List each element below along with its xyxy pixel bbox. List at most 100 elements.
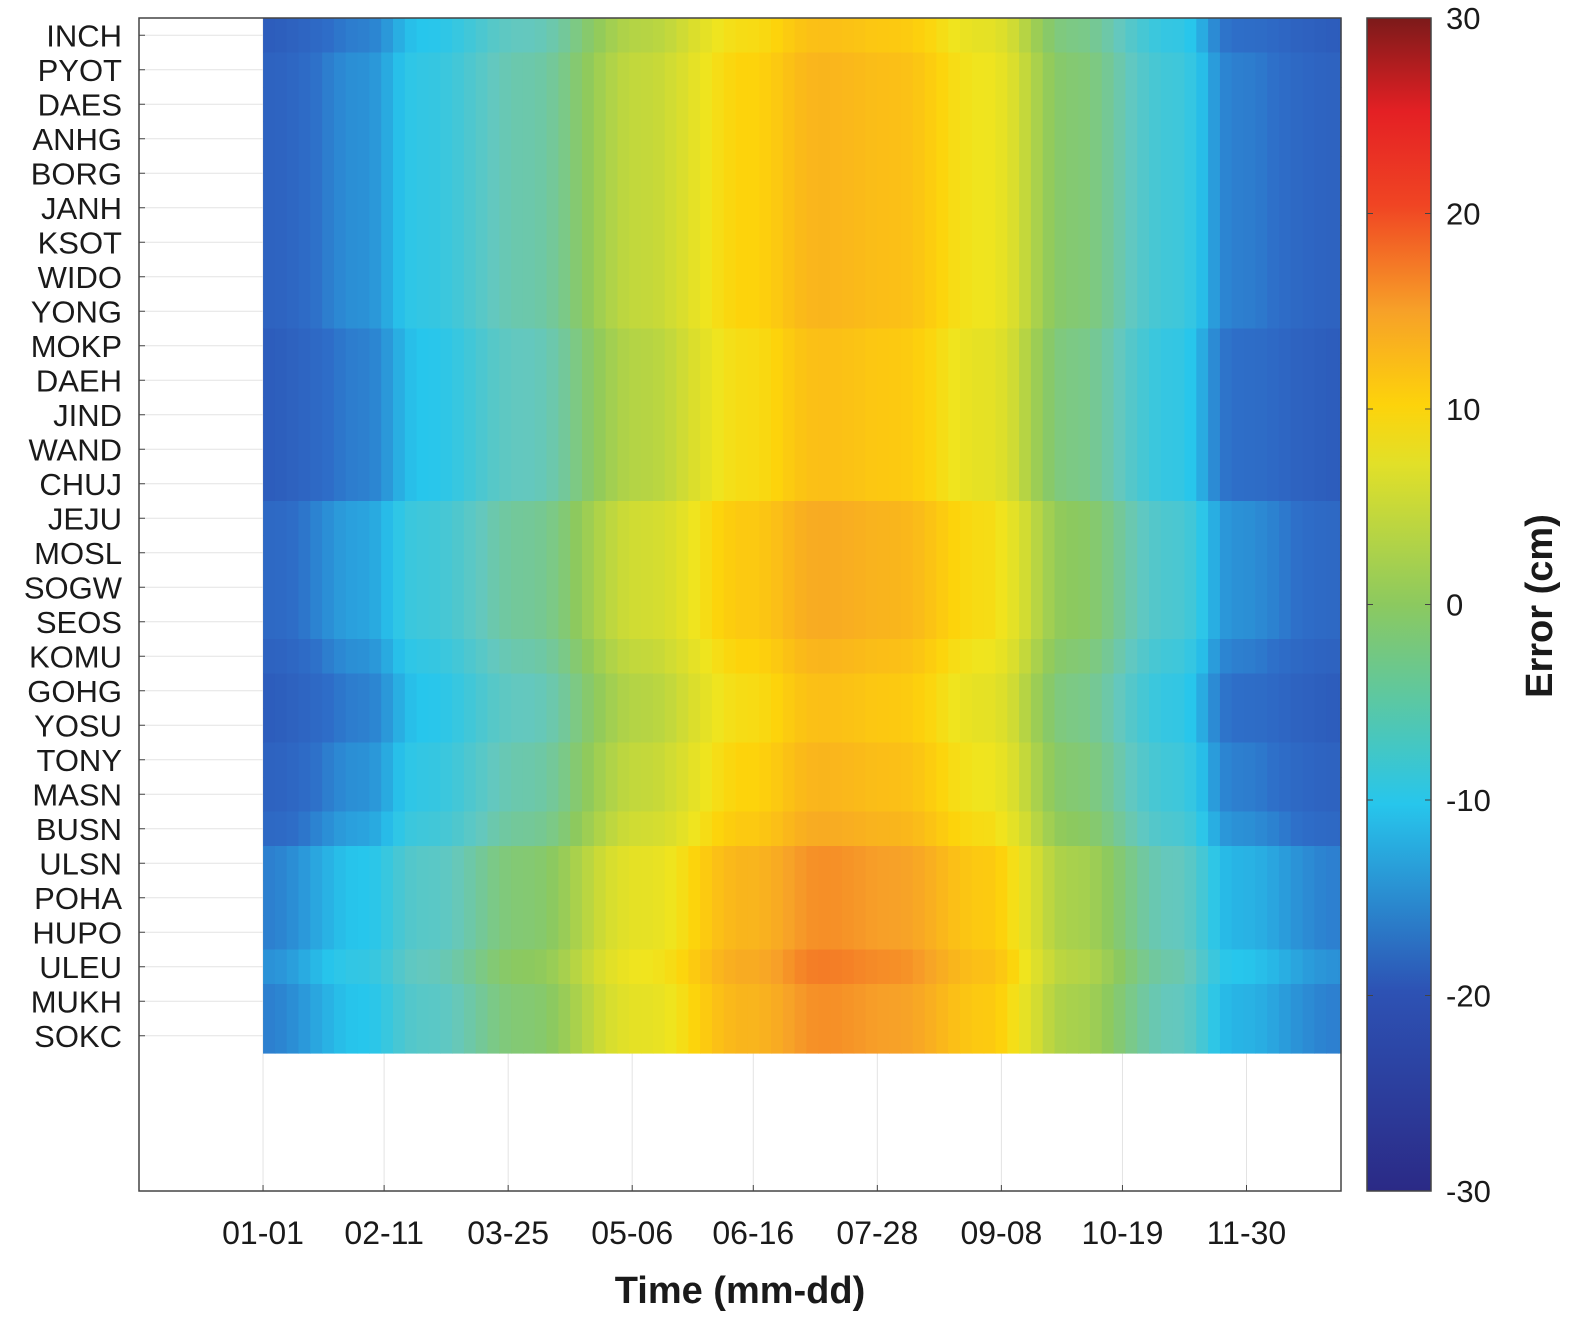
heatmap-cell (522, 570, 536, 606)
heatmap-cell (322, 121, 335, 157)
heatmap-cell (1101, 156, 1115, 192)
heatmap-cell (960, 777, 973, 813)
heatmap-cell (1302, 639, 1316, 675)
heatmap-cell (629, 708, 642, 744)
heatmap-cell (452, 328, 465, 364)
heatmap-cell (1314, 1018, 1327, 1054)
heatmap-cell (392, 777, 406, 813)
heatmap-cell (1042, 535, 1056, 571)
heatmap-cell (652, 501, 666, 537)
heatmap-cell (522, 432, 536, 468)
heatmap-cell (1290, 639, 1304, 675)
heatmap-cell (1089, 190, 1103, 226)
heatmap-cell (263, 846, 276, 882)
heatmap-cell (629, 225, 642, 261)
heatmap-cell (416, 604, 430, 640)
heatmap-cell (546, 259, 559, 295)
heatmap-cell (1255, 156, 1268, 192)
heatmap-cell (853, 846, 867, 882)
heatmap-cell (1302, 811, 1316, 847)
heatmap-cells (263, 18, 1342, 1054)
heatmap-cell (605, 880, 619, 916)
heatmap-cell (652, 915, 666, 951)
heatmap-cell (1007, 121, 1020, 157)
heatmap-cell (1042, 18, 1056, 54)
heatmap-cell (570, 432, 583, 468)
heatmap-cell (1149, 87, 1162, 123)
heatmap-cell (298, 708, 311, 744)
heatmap-cell (1101, 52, 1115, 88)
heatmap-cell (936, 225, 949, 261)
heatmap-cell (1030, 673, 1044, 709)
heatmap-cell (676, 501, 689, 537)
heatmap-cell (782, 708, 796, 744)
heatmap-cell (1267, 742, 1280, 778)
heatmap-cell (1125, 87, 1138, 123)
heatmap-cell (912, 604, 926, 640)
heatmap-cell (900, 259, 914, 295)
heatmap-cell (877, 846, 890, 882)
heatmap-cell (1149, 639, 1162, 675)
heatmap-cell (534, 294, 548, 330)
heatmap-cell (1314, 225, 1327, 261)
heatmap-cell (711, 673, 725, 709)
heatmap-cell (960, 708, 973, 744)
heatmap-cell (771, 363, 784, 399)
heatmap-cell (392, 604, 406, 640)
heatmap-cell (865, 225, 878, 261)
heatmap-cell (1078, 984, 1091, 1020)
heatmap-cell (759, 121, 772, 157)
heatmap-cell (440, 87, 453, 123)
heatmap-cell (1089, 811, 1103, 847)
heatmap-cell (1030, 984, 1044, 1020)
heatmap-cell (1208, 363, 1221, 399)
heatmap-cell (700, 294, 713, 330)
heatmap-cell (1019, 984, 1032, 1020)
heatmap-cell (522, 604, 536, 640)
heatmap-cell (582, 604, 595, 640)
heatmap-cell (546, 984, 559, 1020)
heatmap-cell (782, 432, 796, 468)
heatmap-cell (782, 52, 796, 88)
heatmap-cell (617, 397, 630, 433)
heatmap-cell (664, 190, 678, 226)
heatmap-cell (392, 501, 406, 537)
heatmap-cell (912, 708, 926, 744)
heatmap-cell (534, 52, 548, 88)
heatmap-cell (830, 811, 843, 847)
heatmap-cell (747, 742, 760, 778)
heatmap-cell (322, 846, 335, 882)
heatmap-cell (1137, 639, 1150, 675)
heatmap-cell (1302, 846, 1316, 882)
heatmap-cell (1290, 949, 1304, 985)
heatmap-cell (664, 984, 678, 1020)
heatmap-cell (1007, 190, 1020, 226)
heatmap-cell (263, 259, 276, 295)
heatmap-cell (771, 811, 784, 847)
heatmap-cell (582, 949, 595, 985)
station-label: GOHG (27, 674, 122, 709)
heatmap-cell (322, 777, 335, 813)
heatmap-cell (971, 18, 985, 54)
heatmap-cell (700, 846, 713, 882)
heatmap-cell (747, 52, 760, 88)
heatmap-cell (357, 811, 370, 847)
heatmap-cell (1160, 156, 1174, 192)
heatmap-cell (830, 708, 843, 744)
heatmap-cell (1125, 294, 1138, 330)
heatmap-cell (676, 915, 689, 951)
heatmap-cell (1113, 777, 1126, 813)
heatmap-cell (345, 1018, 359, 1054)
heatmap-cell (960, 880, 973, 916)
heatmap-cell (558, 811, 571, 847)
heatmap-cell (511, 673, 524, 709)
heatmap-cell (1101, 466, 1115, 502)
heatmap-cell (1172, 156, 1186, 192)
heatmap-cell (1089, 639, 1103, 675)
heatmap-cell (641, 811, 654, 847)
heatmap-cell (475, 432, 489, 468)
heatmap-cell (404, 87, 418, 123)
heatmap-cell (428, 190, 441, 226)
heatmap-cell (629, 742, 642, 778)
heatmap-cell (924, 156, 937, 192)
